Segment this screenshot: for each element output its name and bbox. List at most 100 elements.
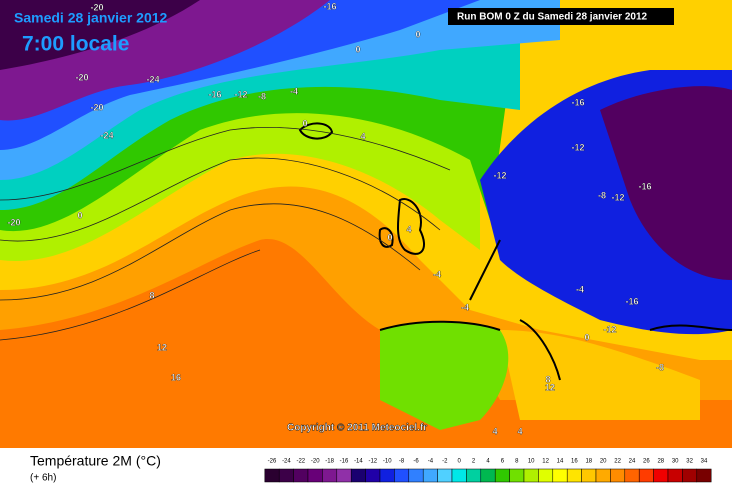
contour-label: 12 (545, 382, 555, 392)
legend-swatch (264, 468, 280, 483)
legend-tick-label: 14 (557, 459, 564, 465)
contour-label: -12 (571, 142, 584, 152)
legend-tick-label: -10 (383, 459, 392, 465)
contour-label: -16 (571, 97, 584, 107)
contour-label: 12 (157, 342, 167, 352)
legend-tick-label: -20 (311, 459, 320, 465)
contour-label: 8 (149, 290, 154, 300)
contour-label: -12 (611, 192, 624, 202)
legend-tick-label: -14 (354, 459, 363, 465)
legend-tick-label: 8 (515, 459, 519, 465)
legend-swatch (322, 468, 338, 483)
legend-swatch (509, 468, 525, 483)
contour-label: -16 (625, 296, 638, 306)
coast-east (519, 319, 732, 381)
legend-tick-label: 16 (571, 459, 578, 465)
legend-tick-label: -26 (268, 459, 277, 465)
isotherms (0, 127, 451, 341)
legend-swatch (653, 468, 669, 483)
legend-swatch (523, 468, 539, 483)
contour-label: -16 (638, 181, 651, 191)
legend-tick-label: 22 (614, 459, 621, 465)
legend-swatch (394, 468, 410, 483)
contour-label: -20 (90, 2, 103, 12)
legend-tick-label: 34 (701, 459, 708, 465)
contour-label: 4 (517, 426, 522, 436)
legend-tick-label: 2 (472, 459, 476, 465)
contour-label: 4 (406, 224, 411, 234)
contour-label: 0 (584, 332, 589, 342)
legend-swatch (494, 468, 510, 483)
legend-tick-label: 10 (528, 459, 535, 465)
contour-label: -8 (598, 190, 606, 200)
contour-label: -4 (290, 86, 298, 96)
contour-label: -8 (656, 362, 664, 372)
contour-label: 0 (415, 29, 420, 39)
contour-label: -4 (576, 284, 584, 294)
contour-label: -24 (146, 74, 159, 84)
contour-label: 4 (492, 426, 497, 436)
legend-tick-label: -8 (399, 459, 405, 465)
legend-swatch (480, 468, 496, 483)
legend-tick-label: -22 (296, 459, 305, 465)
legend-swatch (379, 468, 395, 483)
legend-tick-label: -2 (442, 459, 448, 465)
legend-swatch (638, 468, 654, 483)
time: 7:00 locale (22, 33, 129, 56)
legend-tick-label: -4 (428, 459, 434, 465)
contour-label: -4 (433, 269, 441, 279)
legend-swatch (408, 468, 424, 483)
copyright: Copyright © 2011 Meteociel.fr (287, 423, 427, 434)
contour-label: -20 (75, 72, 88, 82)
legend-tick-label: -24 (282, 459, 291, 465)
britain (397, 198, 425, 255)
legend-swatch (595, 468, 611, 483)
legend-tick-label: -16 (340, 459, 349, 465)
legend-tick-label: 28 (657, 459, 664, 465)
legend-swatch (610, 468, 626, 483)
contour-label: -8 (258, 91, 266, 101)
legend-tick-label: -12 (368, 459, 377, 465)
legend-title: Température 2M (°C) (30, 453, 161, 469)
contour-label: -12 (603, 324, 616, 334)
run-box (448, 8, 674, 25)
contour-label: -20 (7, 217, 20, 227)
legend-tick-label: 24 (629, 459, 636, 465)
legend-swatch (624, 468, 640, 483)
contour-label: -12 (234, 89, 247, 99)
contour-label: 0 (387, 232, 392, 242)
contour-label: 8 (545, 374, 550, 384)
legend-swatch (538, 468, 554, 483)
legend-swatch (422, 468, 438, 483)
legend-swatch (336, 468, 352, 483)
legend-tick-label: 0 (458, 459, 462, 465)
coast (379, 239, 501, 331)
contour-label: -24 (100, 130, 113, 140)
legend-swatch (278, 468, 294, 483)
legend-tick-label: 26 (643, 459, 650, 465)
legend-swatch (466, 468, 482, 483)
legend-subtitle: (+ 6h) (30, 473, 56, 484)
legend-tick-label: 12 (542, 459, 549, 465)
run: Run BOM 0 Z du Samedi 28 janvier 2012 (457, 12, 648, 23)
contour-label: -20 (90, 102, 103, 112)
contour-label: -12 (493, 170, 506, 180)
legend-swatch (293, 468, 309, 483)
legend-tick-label: 18 (585, 459, 592, 465)
band-darkpurple (0, 0, 200, 70)
legend-tick-label: 32 (686, 459, 693, 465)
legend-swatch (451, 468, 467, 483)
legend-tick-label: -6 (413, 459, 419, 465)
iceland (298, 122, 334, 140)
legend-swatch (696, 468, 712, 483)
legend-tick-label: 6 (501, 459, 505, 465)
legend-swatch (365, 468, 381, 483)
contour-label: 0 (302, 118, 307, 128)
coastlines (298, 122, 732, 381)
contour-label: -16 (208, 89, 221, 99)
contour-label: 0 (77, 210, 82, 220)
contour-label: -16 (323, 1, 336, 11)
iberia (380, 322, 509, 430)
